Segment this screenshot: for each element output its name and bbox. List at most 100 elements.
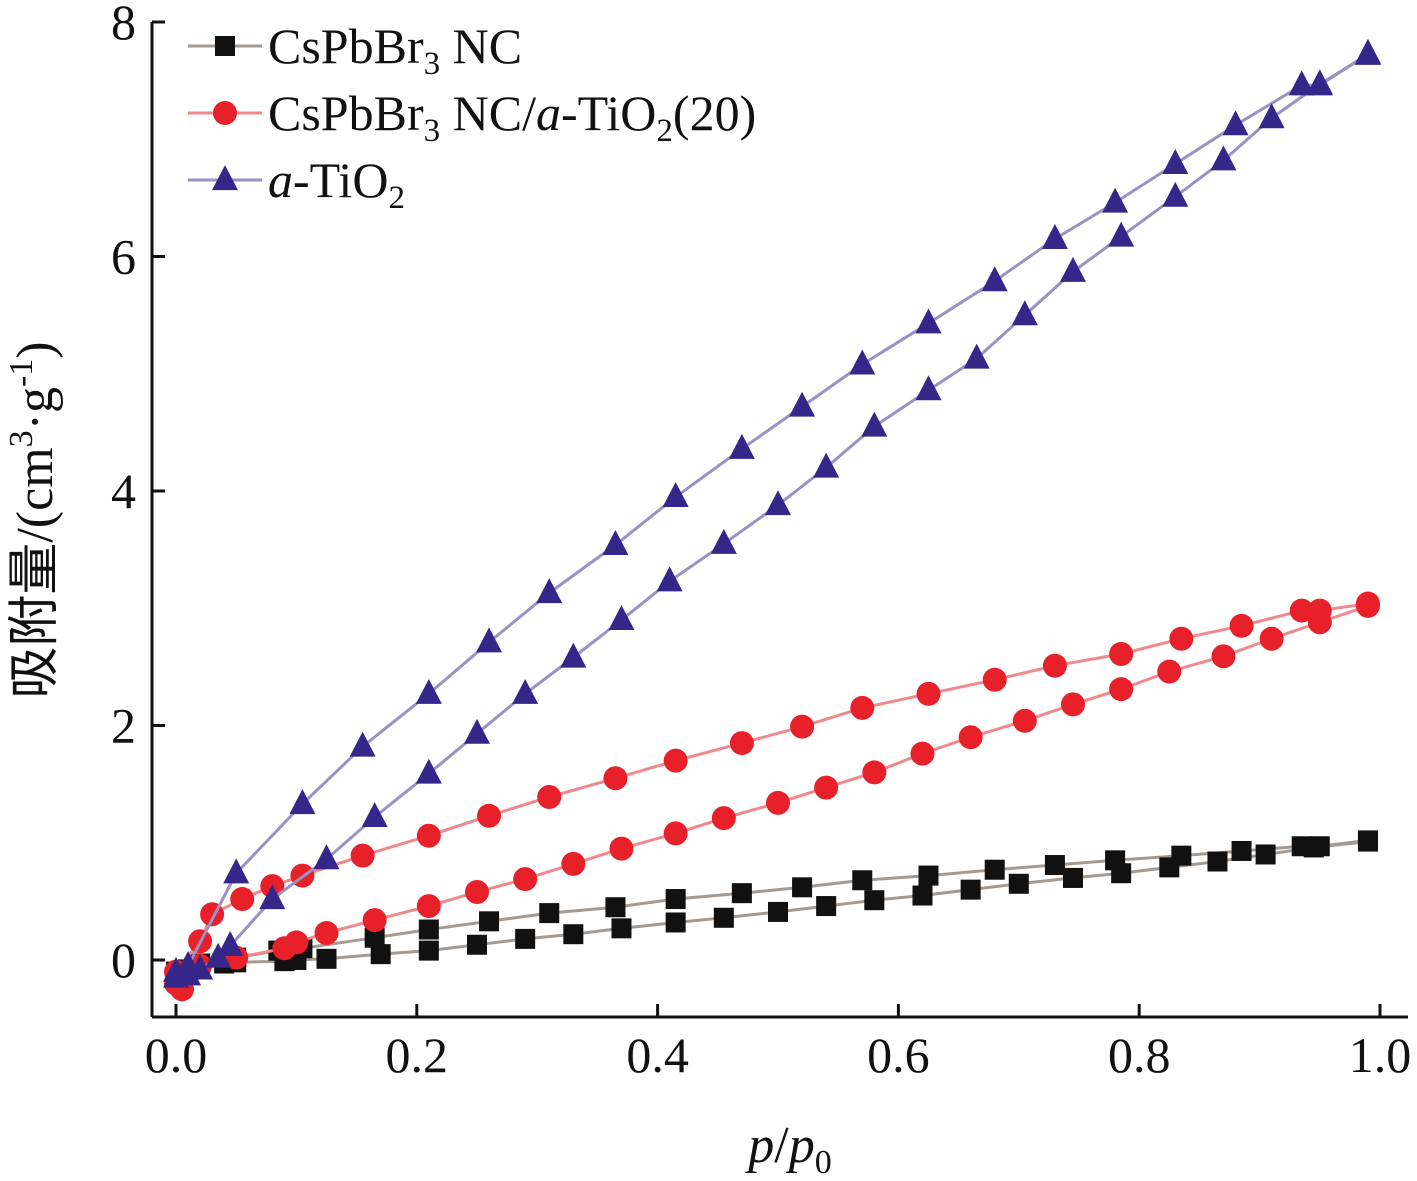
data-point-composite <box>603 766 628 791</box>
data-point-atio2 <box>963 343 990 369</box>
data-point-composite <box>362 908 387 933</box>
data-point-composite <box>663 748 688 773</box>
data-point-cspbbr3 <box>1171 845 1192 866</box>
data-point-composite <box>1109 677 1134 702</box>
data-point-atio2 <box>1306 70 1333 96</box>
data-point-atio2 <box>728 433 755 459</box>
data-point-atio2 <box>313 844 340 870</box>
data-point-atio2 <box>289 789 316 815</box>
data-point-composite <box>790 714 815 739</box>
data-point-composite <box>284 930 309 955</box>
data-point-composite <box>1307 598 1332 623</box>
data-point-cspbbr3 <box>960 879 981 900</box>
data-point-atio2 <box>1162 148 1189 174</box>
data-point-composite <box>1157 659 1182 684</box>
data-point-cspbbr3 <box>864 890 885 911</box>
data-point-composite <box>465 879 489 904</box>
y-tick-label: 4 <box>111 463 136 519</box>
data-point-atio2 <box>602 530 629 556</box>
data-point-atio2 <box>415 678 442 704</box>
data-point-composite <box>1229 613 1254 638</box>
data-point-composite <box>416 823 441 848</box>
data-point-cspbbr3 <box>1008 873 1029 894</box>
data-point-atio2 <box>1011 300 1038 326</box>
legend-marker-cspbbr3 <box>215 36 235 56</box>
data-point-cspbbr3 <box>665 889 686 910</box>
data-point-atio2 <box>981 266 1008 292</box>
data-point-atio2 <box>1059 256 1086 282</box>
data-point-composite <box>513 867 538 892</box>
data-point-cspbbr3 <box>605 897 626 918</box>
data-point-composite <box>982 667 1007 692</box>
data-point-composite <box>1211 644 1236 669</box>
legend-marker-atio2 <box>212 165 238 191</box>
data-point-cspbbr3 <box>713 907 734 928</box>
data-point-atio2 <box>259 884 286 910</box>
x-tick-label: 0.4 <box>626 1027 689 1083</box>
data-point-cspbbr3 <box>467 934 487 955</box>
ticks: 0.0 0.2 0.4 0.6 0.8 1.0 0 2 4 6 8 <box>111 0 1411 1083</box>
data-point-composite <box>1169 626 1194 651</box>
x-axis-title: p/p0 <box>744 1117 831 1181</box>
data-point-cspbbr3 <box>852 870 873 891</box>
data-point-atio2 <box>512 678 539 704</box>
y-tick-label: 8 <box>111 0 136 50</box>
data-point-composite <box>663 821 688 846</box>
series-atio2 <box>163 38 1381 988</box>
series-line-atio2-1 <box>175 53 1369 980</box>
data-point-composite <box>537 785 562 810</box>
data-point-cspbbr3 <box>370 944 391 965</box>
data-point-cspbbr3 <box>1105 850 1126 871</box>
series-layer <box>163 38 1381 1002</box>
data-point-composite <box>1042 653 1067 678</box>
data-point-atio2 <box>710 528 737 554</box>
data-point-cspbbr3 <box>1044 855 1065 876</box>
data-point-atio2 <box>1041 224 1068 249</box>
legend-item-cspbbr3: CsPbBr3 NC <box>188 18 522 82</box>
data-point-cspbbr3 <box>539 903 560 924</box>
data-point-cspbbr3 <box>316 948 337 969</box>
data-point-cspbbr3 <box>1357 830 1378 851</box>
data-point-atio2 <box>476 627 503 653</box>
data-point-cspbbr3 <box>984 859 1005 880</box>
data-point-atio2 <box>656 566 683 592</box>
data-point-atio2 <box>217 931 244 957</box>
data-point-composite <box>910 741 935 766</box>
data-point-cspbbr3 <box>1291 836 1312 857</box>
data-point-composite <box>416 894 441 919</box>
data-point-composite <box>1012 708 1037 733</box>
data-point-atio2 <box>560 642 587 668</box>
data-point-cspbbr3 <box>918 865 939 886</box>
x-tick-label: 0.2 <box>386 1027 449 1083</box>
data-point-cspbbr3 <box>816 896 837 917</box>
y-axis-title: 吸附量/(cm3·g-1) <box>3 341 64 698</box>
series-cspbbr3 <box>166 830 1378 982</box>
data-point-composite <box>766 790 790 815</box>
data-point-cspbbr3 <box>418 919 439 940</box>
data-point-atio2 <box>175 950 202 976</box>
data-point-cspbbr3 <box>1062 867 1083 888</box>
data-point-atio2 <box>1222 110 1249 136</box>
data-point-composite <box>1109 641 1134 666</box>
data-point-atio2 <box>1102 187 1129 213</box>
data-point-cspbbr3 <box>479 911 500 932</box>
data-point-cspbbr3 <box>792 877 813 898</box>
legend-item-composite: CsPbBr3 NC/a-TiO2(20) <box>188 85 756 149</box>
data-point-atio2 <box>813 452 840 478</box>
data-point-atio2 <box>861 411 888 437</box>
data-point-composite <box>314 921 339 946</box>
data-point-composite <box>916 681 941 706</box>
data-point-atio2 <box>915 375 942 401</box>
legend-label: a-TiO2 <box>268 152 405 216</box>
data-point-cspbbr3 <box>418 940 439 961</box>
data-point-cspbbr3 <box>515 928 536 949</box>
data-point-cspbbr3 <box>912 885 933 906</box>
data-point-composite <box>1289 598 1314 623</box>
data-point-atio2 <box>1162 181 1189 207</box>
data-point-composite <box>561 851 586 876</box>
data-point-atio2 <box>608 605 635 631</box>
x-tick-label: 1.0 <box>1349 1027 1412 1083</box>
x-tick-label: 0.6 <box>867 1027 930 1083</box>
data-point-composite <box>862 760 887 785</box>
